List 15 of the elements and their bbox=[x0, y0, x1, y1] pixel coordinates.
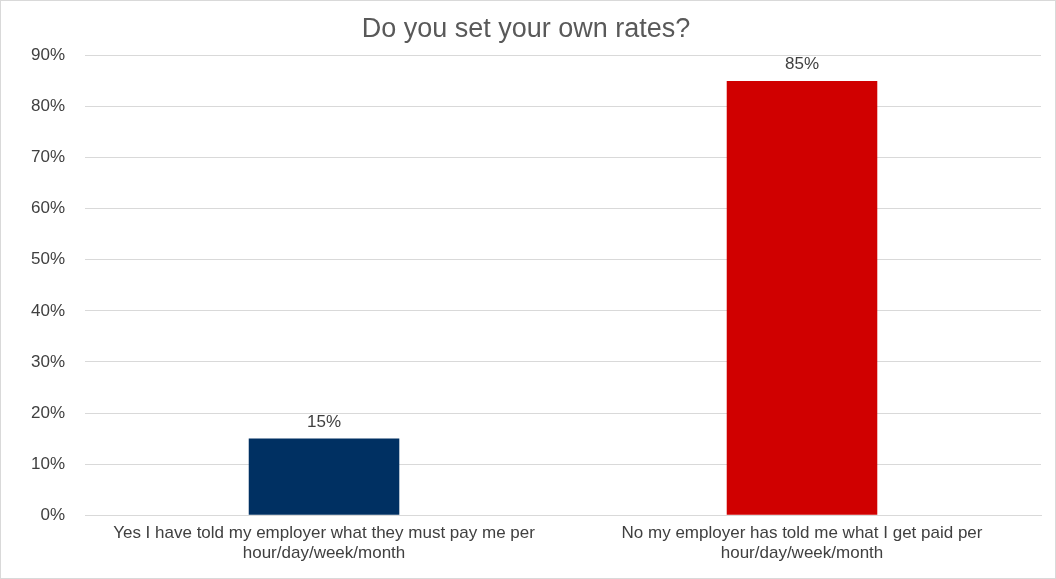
y-tick-label: 0% bbox=[40, 504, 66, 524]
y-tick-label: 30% bbox=[30, 351, 66, 371]
y-tick-label: 20% bbox=[30, 402, 66, 422]
x-tick-label: Yes I have told my employer what they must pay me per hour/day/week/month bbox=[113, 523, 536, 563]
y-tick-label: 10% bbox=[30, 453, 66, 473]
y-tick-label: 50% bbox=[30, 249, 66, 269]
chart-title: Do you set your own rates? bbox=[361, 12, 691, 43]
x-tick-label: No my employer has told me what I get paid per hour/day/week/month bbox=[621, 523, 983, 563]
y-tick-label: 40% bbox=[30, 300, 66, 320]
y-tick-label: 60% bbox=[30, 198, 66, 218]
data-label: 15% bbox=[307, 411, 342, 431]
data-label: 85% bbox=[784, 54, 820, 74]
y-tick-label: 80% bbox=[30, 96, 66, 116]
y-tick-label: 70% bbox=[30, 147, 66, 167]
y-tick-label: 90% bbox=[30, 45, 66, 65]
